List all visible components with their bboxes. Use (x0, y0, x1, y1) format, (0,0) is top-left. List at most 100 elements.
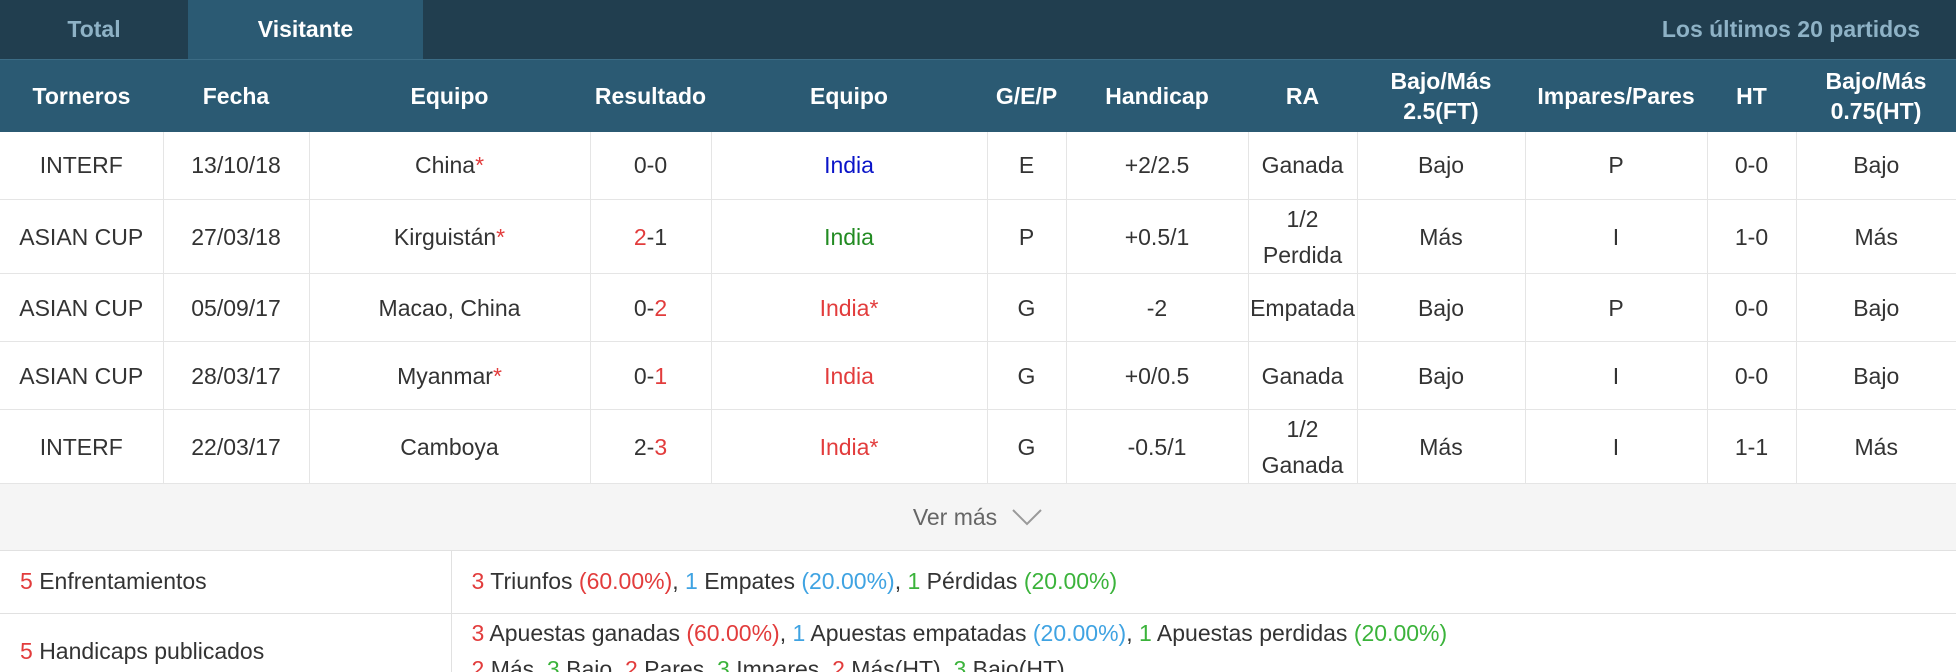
away-team-cell[interactable]: India (711, 199, 988, 274)
ra-cell: 1/2 Perdida (1248, 199, 1358, 274)
gep-cell: G (987, 409, 1067, 484)
summary-table: 5 Enfrentamientos 3 Triunfos (60.00%), 1… (0, 551, 1956, 672)
date-cell: 13/10/18 (163, 131, 310, 200)
score-cell: 2-3 (590, 409, 712, 484)
col-header-impares-pares: Impares/Pares (1525, 59, 1707, 132)
ra-cell: 1/2 Ganada (1248, 409, 1358, 484)
home-team-cell[interactable]: Myanmar* (309, 341, 591, 410)
ou075-cell: Bajo (1796, 131, 1956, 200)
home-team-cell[interactable]: Macao, China (309, 273, 591, 342)
tab-visitante[interactable]: Visitante (188, 0, 423, 59)
tournament-cell[interactable]: ASIAN CUP (0, 341, 164, 410)
odd-even-cell: I (1525, 341, 1708, 410)
home-team-name[interactable]: China (414, 152, 476, 179)
ht-cell: 1-1 (1707, 409, 1797, 484)
favorite-star: * (869, 294, 879, 321)
handicap-cell: +0/0.5 (1066, 341, 1249, 410)
score-away: 3 (654, 433, 668, 460)
ou075-cell: Bajo (1796, 341, 1956, 410)
bajo-text: Bajo (566, 656, 613, 672)
summary-value: 3 Apuestas ganadas (60.00%), 1 Apuestas … (451, 613, 1956, 672)
away-team-cell[interactable]: India* (711, 409, 988, 484)
summary-label: 5 Enfrentamientos (0, 551, 452, 614)
score-cell: 0-2 (590, 273, 712, 342)
score-away: 1 (654, 362, 668, 389)
lost-pct: (20.00%) (1353, 620, 1448, 646)
score-separator: - (646, 362, 655, 389)
home-team-name[interactable]: Camboya (400, 433, 499, 460)
away-team-name[interactable]: India (824, 152, 874, 179)
draw-text: Apuestas empatadas (810, 620, 1027, 646)
home-team-name[interactable]: Myanmar (397, 362, 493, 389)
away-team-name[interactable]: India (819, 294, 870, 321)
mas-ht-count: 2 (832, 656, 845, 672)
ra-line1: 1/2 (1286, 415, 1319, 442)
tournament-cell[interactable]: ASIAN CUP (0, 199, 164, 274)
away-team-name[interactable]: India (819, 433, 870, 460)
away-team-cell[interactable]: India (711, 131, 988, 200)
away-team-name[interactable]: India (824, 223, 874, 250)
home-team-cell[interactable]: China* (309, 131, 591, 200)
away-team-cell[interactable]: India* (711, 273, 988, 342)
date-cell: 05/09/17 (163, 273, 310, 342)
date-cell: 27/03/18 (163, 199, 310, 274)
col-header-handicap: Handicap (1066, 59, 1248, 132)
summary-row-enfrentamientos: 5 Enfrentamientos 3 Triunfos (60.00%), 1… (0, 551, 1956, 614)
col-header-fecha: Fecha (163, 59, 309, 132)
chevron-down-icon (1012, 509, 1042, 526)
score-away: 0 (654, 152, 668, 179)
favorite-star: * (492, 362, 502, 389)
away-team-cell[interactable]: India (711, 341, 988, 410)
ou25-cell: Bajo (1357, 131, 1526, 200)
tournament-cell[interactable]: ASIAN CUP (0, 273, 164, 342)
ra-line1: 1/2 (1286, 205, 1319, 232)
bajo-count: 3 (546, 656, 560, 672)
mas-text: Más (490, 656, 535, 672)
col-header-gep: G/E/P (987, 59, 1066, 132)
tab-total[interactable]: Total (67, 16, 121, 42)
draws-count: 1 (685, 568, 698, 595)
col-header-ou25: Bajo/Más 2.5(FT) (1357, 59, 1525, 132)
score-away: 2 (654, 294, 668, 321)
odd-even-cell: I (1525, 409, 1708, 484)
pares-text: Pares (644, 656, 705, 672)
bajo-ht-count: 3 (953, 656, 967, 672)
score-home: 0 (633, 152, 647, 179)
home-team-name[interactable]: Macao, China (378, 294, 521, 321)
draws-pct: (20.00%) (801, 568, 895, 595)
won-pct: (60.00%) (686, 620, 780, 646)
ver-mas-button[interactable]: Ver más (0, 484, 1956, 551)
last-20-matches-label[interactable]: Los últimos 20 partidos (1661, 16, 1920, 42)
score-cell: 0-1 (590, 341, 712, 410)
tab-bar: Total Visitante Los últimos 20 partidos (0, 0, 1956, 59)
ou25-cell: Bajo (1357, 341, 1526, 410)
table-header-row: Torneros Fecha Equipo Resultado Equipo G… (0, 59, 1956, 132)
ou075-cell: Más (1796, 409, 1956, 484)
draw-pct: (20.00%) (1032, 620, 1127, 646)
ht-cell: 0-0 (1707, 273, 1797, 342)
ver-mas-label: Ver más (912, 503, 998, 530)
tournament-cell[interactable]: INTERF (0, 131, 164, 200)
tournament-cell[interactable]: INTERF (0, 409, 164, 484)
label-text: Handicaps publicados (39, 637, 265, 664)
score-home: 0 (633, 294, 647, 321)
ou25-cell: Bajo (1357, 273, 1526, 342)
draws-text: Empates (704, 568, 795, 595)
col-header-ou25-line2: 2.5(FT) (1403, 97, 1479, 124)
home-team-cell[interactable]: Camboya (309, 409, 591, 484)
matches-table: Torneros Fecha Equipo Resultado Equipo G… (0, 59, 1956, 484)
table-row: INTERF 13/10/18 China* 0-0 India E +2/2.… (0, 131, 1956, 200)
home-team-cell[interactable]: Kirguistán* (309, 199, 591, 274)
ra-line1: Ganada (1261, 362, 1344, 389)
score-away: 1 (654, 223, 668, 250)
table-row: INTERF 22/03/17 Camboya 2-3 India* G -0.… (0, 409, 1956, 484)
score-home: 2 (633, 433, 647, 460)
ht-cell: 1-0 (1707, 199, 1797, 274)
score-cell: 2-1 (590, 199, 712, 274)
table-row: ASIAN CUP 27/03/18 Kirguistán* 2-1 India… (0, 199, 1956, 274)
col-header-ou075: Bajo/Más 0.75(HT) (1796, 59, 1956, 132)
away-team-name[interactable]: India (824, 362, 874, 389)
losses-text: Pérdidas (926, 568, 1018, 595)
handicap-cell: +2/2.5 (1066, 131, 1249, 200)
home-team-name[interactable]: Kirguistán (393, 223, 497, 250)
